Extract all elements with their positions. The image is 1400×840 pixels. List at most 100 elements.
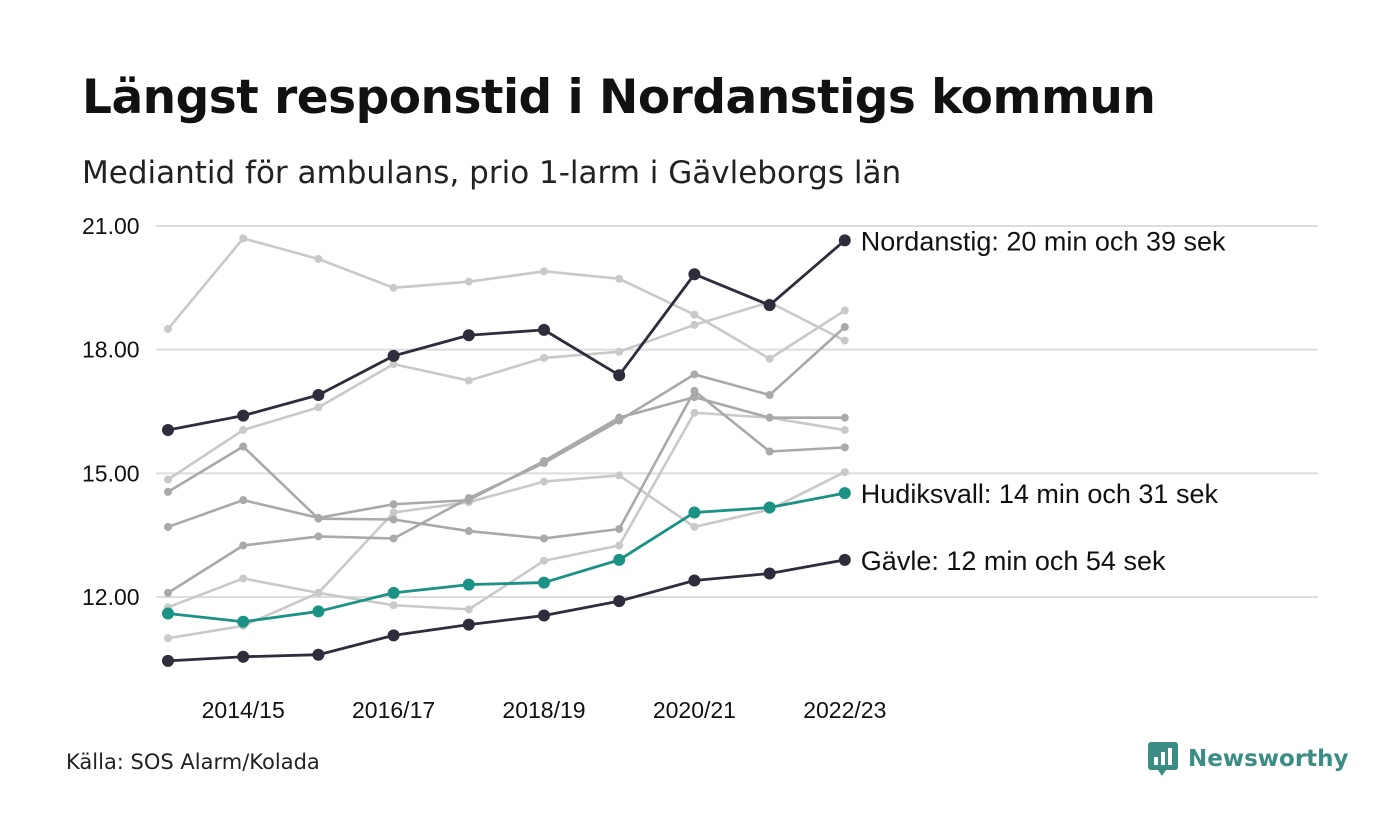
y-tick-label: 12.00 (82, 584, 140, 610)
data-point (690, 408, 699, 417)
context-series-line (164, 298, 849, 484)
y-axis-ticks: 12.00 15.00 18.00 21.00 (82, 213, 140, 610)
data-point (237, 409, 250, 422)
data-point (763, 299, 776, 312)
data-point (615, 471, 624, 480)
data-point (765, 447, 774, 456)
context-series-line (164, 386, 849, 543)
data-point (314, 403, 323, 412)
series-line (166, 491, 847, 624)
series-line (166, 239, 847, 432)
data-point (464, 527, 473, 536)
brand-logo-group: Newsworthy (1148, 742, 1349, 776)
data-point (840, 468, 849, 477)
highlighted-series-line: Hudiksvall: 14 min och 31 sek (162, 479, 1218, 628)
data-point (162, 654, 174, 667)
data-point (239, 574, 248, 583)
data-point (840, 306, 849, 315)
x-tick-label: 2016/17 (352, 697, 435, 723)
data-point (763, 567, 776, 580)
data-point (540, 477, 548, 486)
data-point (387, 586, 400, 599)
series-line (166, 237, 847, 361)
data-point (765, 391, 774, 400)
brand-name: Newsworthy (1188, 746, 1349, 772)
data-point (312, 605, 325, 618)
highlighted-series: Nordanstig: 20 min och 39 sek Hudiksvall:… (162, 226, 1226, 667)
data-point (162, 424, 174, 437)
data-point (615, 524, 624, 533)
data-point (613, 553, 626, 566)
data-point (164, 634, 172, 643)
data-point (690, 310, 699, 319)
series-end-label: Nordanstig: 20 min och 39 sek (861, 226, 1226, 256)
data-point (462, 329, 475, 342)
data-point (312, 389, 325, 402)
data-point (690, 320, 699, 329)
data-point (164, 522, 172, 531)
data-point (314, 532, 323, 541)
data-point (389, 534, 398, 543)
context-series (164, 234, 849, 643)
data-point (840, 336, 849, 345)
y-tick-label: 21.00 (82, 213, 140, 239)
context-series-line (164, 234, 849, 363)
data-point (239, 234, 248, 243)
data-point (389, 360, 398, 369)
data-point (164, 475, 172, 484)
data-point (239, 541, 248, 550)
data-point (387, 629, 400, 642)
data-point (387, 349, 400, 362)
x-tick-label: 2014/15 (202, 697, 285, 723)
chart-subtitle: Mediantid för ambulans, prio 1-larm i Gä… (82, 155, 902, 191)
line-chart: 12.00 15.00 18.00 21.00 2014/15 2016/17 2018/… (82, 213, 1318, 723)
data-point (164, 588, 172, 597)
context-series-line (164, 322, 849, 597)
data-point (314, 588, 323, 597)
data-point (613, 595, 626, 608)
data-point (389, 500, 398, 509)
data-point (389, 515, 398, 524)
data-point (464, 277, 473, 286)
data-point (838, 553, 851, 566)
data-point (763, 501, 776, 514)
data-point (540, 534, 548, 543)
data-point (164, 487, 172, 496)
data-point (462, 578, 475, 591)
data-point (690, 522, 699, 531)
source-note: Källa: SOS Alarm/Kolada (66, 750, 320, 774)
data-point (615, 416, 624, 425)
series-line (166, 558, 847, 663)
series-line (166, 300, 847, 481)
data-point (462, 618, 475, 631)
data-point (765, 354, 774, 363)
highlighted-series-line: Nordanstig: 20 min och 39 sek (162, 226, 1226, 437)
data-point (688, 574, 701, 587)
data-point (690, 386, 699, 395)
series-end-label: Gävle: 12 min och 54 sek (861, 546, 1166, 576)
data-point (464, 376, 473, 385)
data-point (690, 370, 699, 379)
data-point (690, 393, 699, 402)
data-point (164, 325, 172, 334)
data-point (840, 322, 849, 331)
data-point (239, 426, 248, 435)
data-point (237, 650, 250, 663)
data-point (615, 347, 624, 356)
series-line (166, 325, 847, 595)
series-line (166, 389, 847, 540)
x-axis-ticks: 2014/15 2016/17 2018/19 2020/21 2022/23 (202, 697, 887, 723)
data-point (239, 496, 248, 505)
data-point (237, 615, 250, 628)
x-tick-label: 2018/19 (502, 697, 585, 723)
data-point (840, 426, 849, 435)
data-point (464, 605, 473, 614)
y-tick-label: 18.00 (82, 337, 140, 363)
data-point (840, 443, 849, 452)
data-point (538, 609, 550, 622)
context-series-line (164, 468, 849, 643)
data-point (838, 234, 851, 247)
data-point (540, 556, 548, 565)
series-end-label: Hudiksvall: 14 min och 31 sek (861, 479, 1219, 509)
data-point (688, 506, 701, 519)
